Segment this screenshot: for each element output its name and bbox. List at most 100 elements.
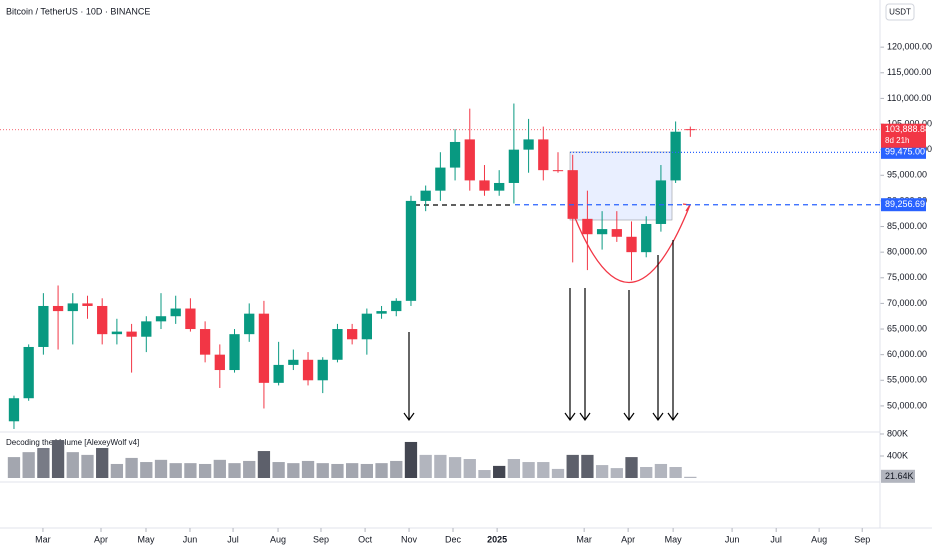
level-box — [881, 198, 926, 212]
candle-body — [655, 180, 667, 224]
x-tick-label: Oct — [358, 534, 373, 544]
volume-bar — [243, 460, 256, 478]
currency-box — [885, 3, 915, 21]
volume-bar — [478, 470, 491, 478]
volume-bar — [595, 465, 609, 478]
countdown: 8d 21h — [885, 136, 909, 145]
x-tick-label: Jun — [183, 534, 198, 544]
volume-last-label: 21.64K — [885, 471, 914, 481]
x-tick-label: Apr — [94, 534, 108, 544]
candle-body — [52, 305, 64, 312]
volume-bar — [581, 454, 594, 478]
y-tick-label: 65,000.00 — [887, 323, 927, 333]
arrows — [403, 240, 679, 422]
volume-bar — [169, 463, 182, 478]
candle-body — [126, 331, 137, 337]
y-tick-label: 105,000.00 — [887, 118, 932, 128]
x-tick-label: Apr — [621, 534, 635, 544]
candle-body — [214, 354, 225, 371]
candle-body — [97, 305, 108, 335]
x-tick-label: May — [137, 534, 155, 544]
y-tick-label: 95,000.00 — [887, 170, 927, 180]
volume-bar — [125, 457, 138, 478]
candle-body — [405, 200, 417, 301]
candle-body — [185, 308, 196, 330]
volume-bar — [375, 463, 388, 478]
candle-body — [376, 311, 387, 314]
candle-body — [273, 364, 284, 383]
candle-body — [155, 316, 167, 322]
level-label: 99,475.00 — [885, 147, 925, 157]
volume-bar — [272, 462, 285, 478]
candle-body — [82, 303, 93, 306]
candle-body — [111, 331, 123, 335]
candle-body — [391, 300, 402, 312]
volume-bar — [493, 465, 506, 478]
volume-bar — [96, 448, 109, 478]
volume-bar — [448, 457, 462, 478]
volume-bar — [610, 468, 623, 478]
x-tick-label: Sep — [313, 534, 329, 544]
candle-body — [479, 180, 490, 191]
candle-body — [523, 139, 534, 150]
candle-body — [538, 139, 549, 171]
y-tick-label: 120,000.00 — [887, 42, 932, 52]
volume-bar — [66, 452, 79, 478]
volume-bar — [419, 454, 432, 478]
candle-body — [420, 190, 431, 201]
volume-bar — [346, 463, 359, 478]
candle-body — [67, 303, 78, 312]
volume-bar — [287, 463, 300, 478]
candle-body — [229, 334, 240, 371]
volume-bar — [463, 459, 476, 478]
candle-body — [347, 329, 358, 340]
x-tick-label: Mar — [35, 534, 51, 544]
candle-body — [685, 129, 696, 131]
candle-body — [435, 167, 446, 191]
volume-bar — [51, 440, 65, 478]
volume-bar — [81, 454, 94, 478]
candle-body — [626, 236, 637, 253]
last-price-label: 103,888.88 — [885, 124, 930, 134]
candle-body — [552, 170, 564, 172]
candle-body — [38, 305, 49, 347]
candle-body — [170, 308, 181, 317]
volume-bar — [551, 468, 565, 478]
volume-bar — [331, 463, 344, 478]
volume-bar — [213, 459, 226, 478]
volume-bar — [301, 460, 315, 478]
volume-bar — [110, 463, 124, 478]
volume-bar — [22, 452, 35, 478]
volume-bar — [257, 451, 271, 478]
volume-bar — [684, 476, 697, 478]
volume-bar — [537, 462, 550, 478]
x-tick-label: Jun — [725, 534, 740, 544]
y-tick-label: 60,000.00 — [887, 349, 927, 359]
level-box — [881, 145, 926, 159]
candle-body — [8, 398, 20, 422]
y-tick-label: 115,000.00 — [887, 67, 931, 77]
x-tick-label: Mar — [576, 534, 592, 544]
level-label: 89,256.69 — [885, 199, 925, 209]
candle-body — [641, 223, 652, 253]
volume-last-box — [881, 469, 915, 483]
volume-bar — [154, 459, 168, 478]
x-tick-label: Aug — [270, 534, 286, 544]
chart-title: Bitcoin / TetherUS · 10D · BINANCE — [6, 6, 150, 16]
volume-bar — [654, 463, 668, 478]
cup-curve — [569, 204, 691, 283]
y-tick-label: 110,000.00 — [887, 93, 931, 103]
x-tick-label: Nov — [401, 534, 418, 544]
candle-body — [508, 149, 520, 183]
volume-bar — [522, 462, 535, 478]
y-tick-label: 85,000.00 — [887, 221, 927, 231]
candle-body — [449, 141, 461, 168]
x-tick-label: Aug — [811, 534, 827, 544]
volume-bar — [184, 463, 197, 478]
volume-bar — [140, 462, 153, 478]
candle-body — [582, 218, 593, 235]
x-tick-label: Jul — [770, 534, 782, 544]
y-tick-label: 55,000.00 — [887, 375, 927, 385]
candle-body — [332, 329, 343, 360]
